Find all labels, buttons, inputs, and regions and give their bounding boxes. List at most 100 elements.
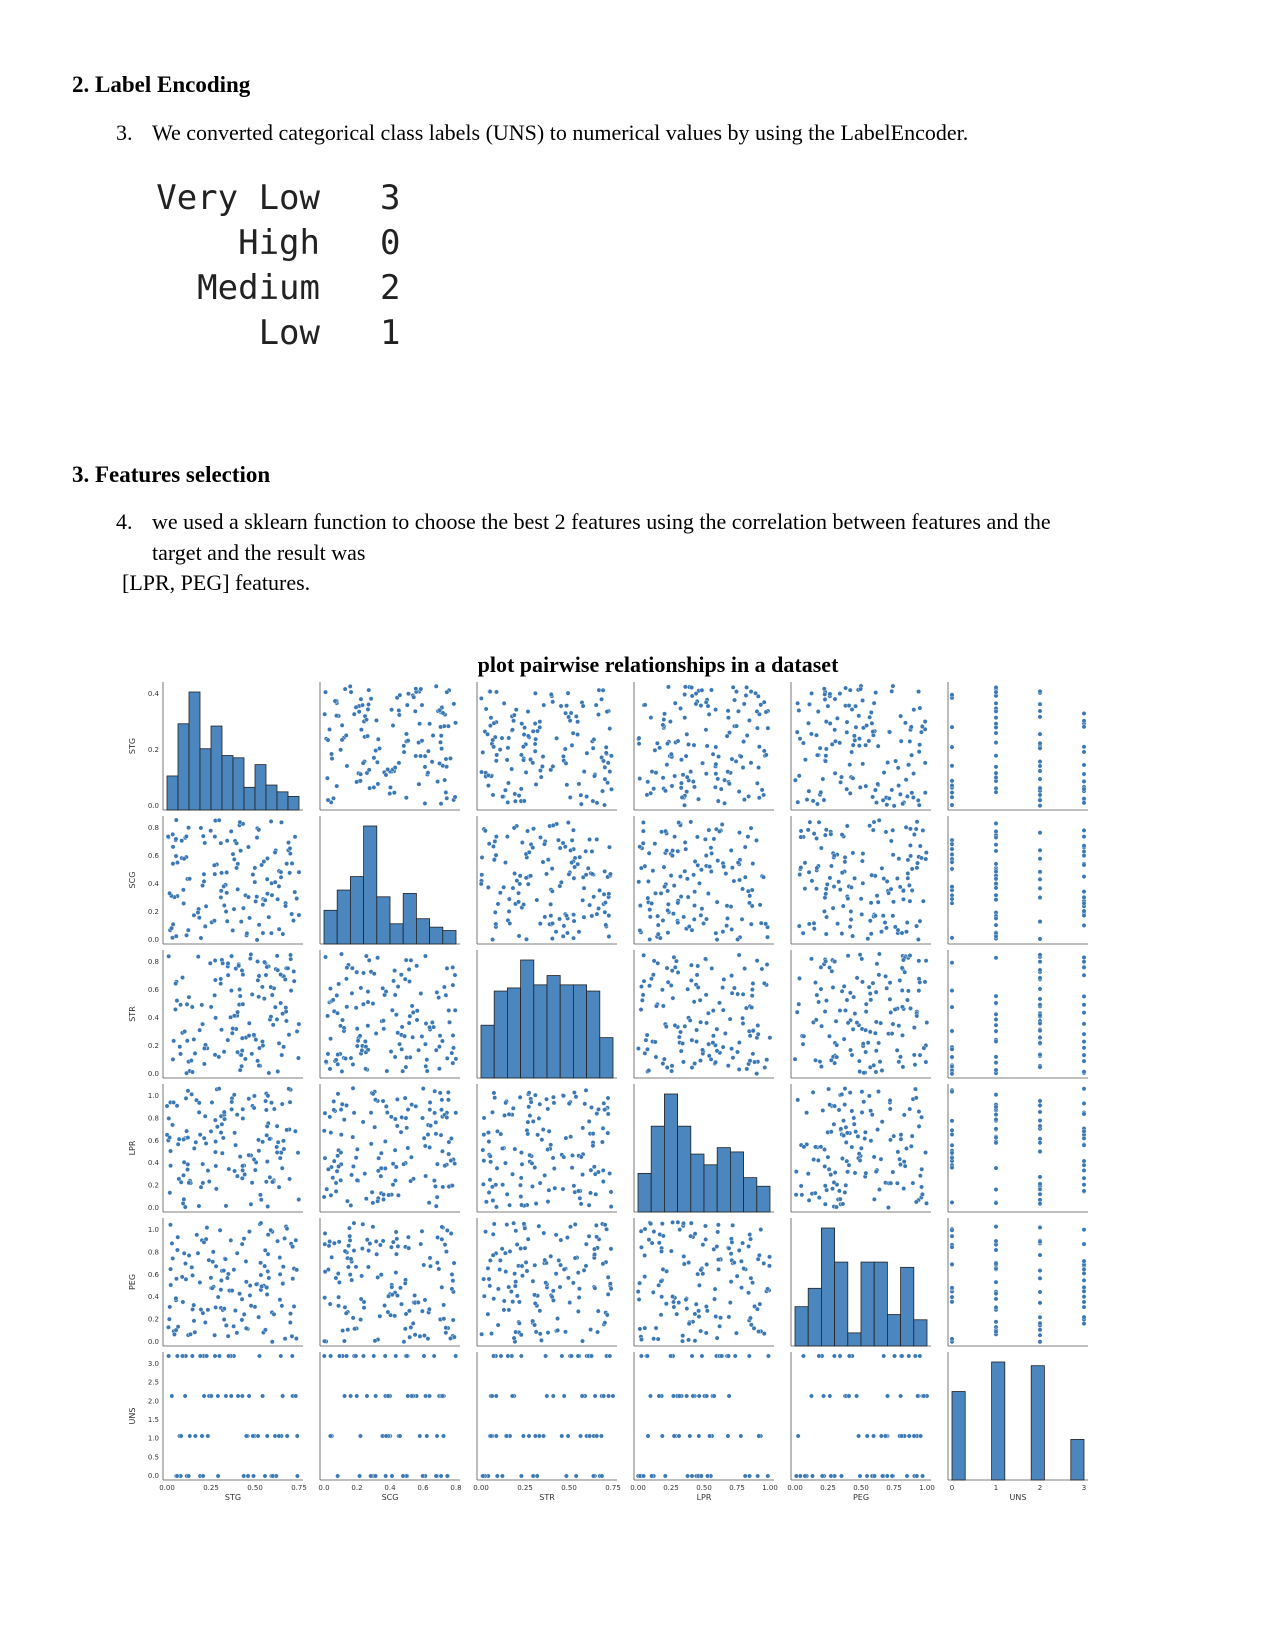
scatter-point [638,1353,644,1359]
scatter-point [662,884,667,890]
scatter-point [322,1338,327,1344]
scatter-point [291,978,297,984]
scatter-point [606,891,612,897]
histogram-bar [506,987,521,1079]
scatter-point [605,760,611,766]
scatter-point [856,1433,861,1439]
scatter-point [418,991,424,996]
scatter-point [993,689,999,695]
scatter-point [274,953,280,959]
scatter-point [818,964,824,970]
scatter-point [1081,843,1087,849]
scatter-point [717,828,722,834]
scatter-point [822,697,828,702]
scatter-point [600,687,606,693]
scatter-point [698,1267,704,1273]
scatter-point [679,780,684,786]
scatter-point [703,727,709,733]
scatter-point [231,1267,237,1273]
scatter-point [599,1473,605,1479]
scatter-point [240,1116,246,1121]
scatter-point [339,722,345,728]
scatter-point [898,1132,904,1138]
scatter-point [549,866,555,871]
scatter-point [815,801,820,807]
scatter-point [856,1151,862,1157]
scatter-point [532,1092,538,1098]
scatter-point [568,710,574,716]
scatter-point [570,1280,576,1286]
scatter-point [452,972,458,978]
list-number: 4. [116,509,133,534]
scatter-point [658,1278,664,1284]
scatter-point [333,1188,339,1194]
scatter-point [223,1203,229,1209]
scatter-point [824,1187,830,1193]
scatter-point [521,902,527,907]
scatter-point [417,1433,423,1439]
y-tick-label: 0.8 [148,958,159,966]
scatter-point [518,1473,524,1479]
scatter-point [329,756,335,761]
scatter-point [481,1276,487,1282]
scatter-point [336,1279,342,1285]
scatter-point [896,1023,902,1029]
x-tick-label: 0.50 [853,1484,869,1492]
scatter-point [357,1473,362,1479]
scatter-point [703,956,708,962]
scatter-point [809,956,814,962]
scatter-point [725,1353,731,1359]
scatter-point [745,834,751,840]
scatter-point [718,786,724,792]
scatter-point [858,896,864,902]
scatter-point [653,1054,659,1060]
scatter-point [231,1323,237,1329]
scatter-point [709,965,715,971]
scatter-point [832,696,838,702]
list-text: We converted categorical class labels (U… [152,120,969,145]
scatter-point [851,733,857,739]
scatter-point [192,1050,198,1056]
scatter-point [366,687,372,693]
scatter-point [542,1257,548,1263]
scatter-point [446,1097,451,1103]
scatter-point [512,871,517,876]
scatter-point [296,1055,301,1061]
scatter-point [651,786,657,792]
scatter-point [607,871,613,877]
scatter-point [390,723,396,728]
scatter-point [289,1333,295,1339]
scatter-point [358,1433,363,1439]
scatter-point [889,688,895,694]
scatter-point [501,884,507,890]
scatter-point [1081,1188,1087,1194]
scatter-point [593,702,599,708]
histogram-bar [756,1185,771,1213]
scatter-point [949,1142,955,1148]
scatter-point [636,879,642,885]
scatter-point [829,741,835,747]
scatter-point [403,795,409,801]
scatter-point [571,935,576,941]
scatter-point [389,1473,395,1479]
scatter-point [207,960,213,966]
scatter-point [573,714,579,719]
scatter-point [763,752,769,758]
scatter-point [170,861,176,867]
scatter-point [603,744,609,750]
scatter-point [884,985,890,991]
scatter-point [852,1170,858,1176]
scatter-point [913,1095,919,1101]
scatter-point [816,1195,822,1201]
scatter-point [420,1473,426,1479]
scatter-point [340,1017,345,1023]
scatter-point [252,1167,258,1173]
scatter-point [755,1031,761,1037]
scatter-point [691,872,697,878]
scatter-point [814,992,820,998]
scatter-point [750,981,756,986]
scatter-point [853,724,859,730]
scatter-point [325,797,331,803]
scatter-point [514,1242,520,1247]
scatter-point [449,1286,455,1292]
